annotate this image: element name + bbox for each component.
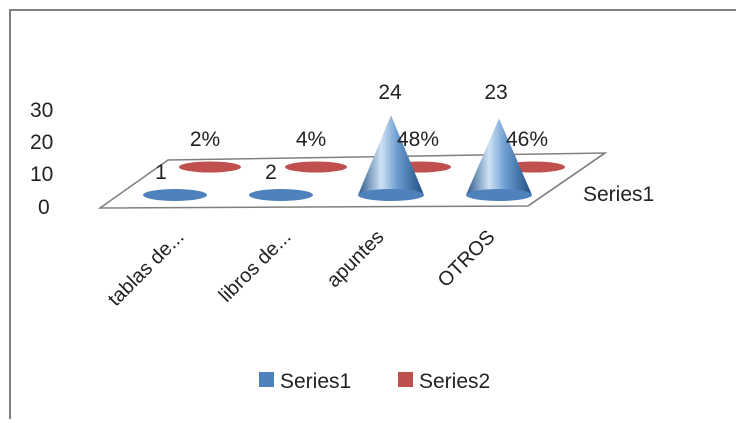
y-tick-label: 0 xyxy=(38,196,50,219)
y-tick-label: 10 xyxy=(30,163,53,186)
series2-data-label: 46% xyxy=(506,128,548,151)
legend-label-series2: Series2 xyxy=(419,370,490,393)
series1-data-label: 1 xyxy=(155,161,167,184)
y-tick-label: 20 xyxy=(30,131,53,154)
series1-cone xyxy=(358,115,424,195)
series1-cone-base xyxy=(358,189,424,201)
series1-data-label: 2 xyxy=(265,161,277,184)
category-label: apuntes xyxy=(323,226,389,292)
series2-data-label: 48% xyxy=(397,128,439,151)
series1-cone-base xyxy=(466,189,532,201)
series1-cone xyxy=(466,118,532,195)
legend-swatch-series2 xyxy=(398,372,413,387)
series2-data-label: 4% xyxy=(296,128,326,151)
series1-data-label: 23 xyxy=(484,81,507,104)
series1-data-label: 24 xyxy=(378,81,402,104)
series1-mark xyxy=(249,189,313,201)
category-label: OTROS xyxy=(434,226,500,292)
depth-axis xyxy=(527,152,606,207)
category-label: tablas de... xyxy=(104,226,189,311)
series2-mark xyxy=(285,161,347,173)
series2-data-label: 2% xyxy=(190,128,220,151)
legend-label-series1: Series1 xyxy=(280,370,351,393)
category-label: libros de... xyxy=(215,226,296,307)
series1-mark xyxy=(143,189,207,201)
y-tick-label: 30 xyxy=(30,99,53,122)
legend-swatch-series1 xyxy=(259,372,274,387)
depth-axis-label: Series1 xyxy=(583,183,654,206)
series2-mark xyxy=(179,161,241,173)
chart-frame xyxy=(9,9,736,419)
